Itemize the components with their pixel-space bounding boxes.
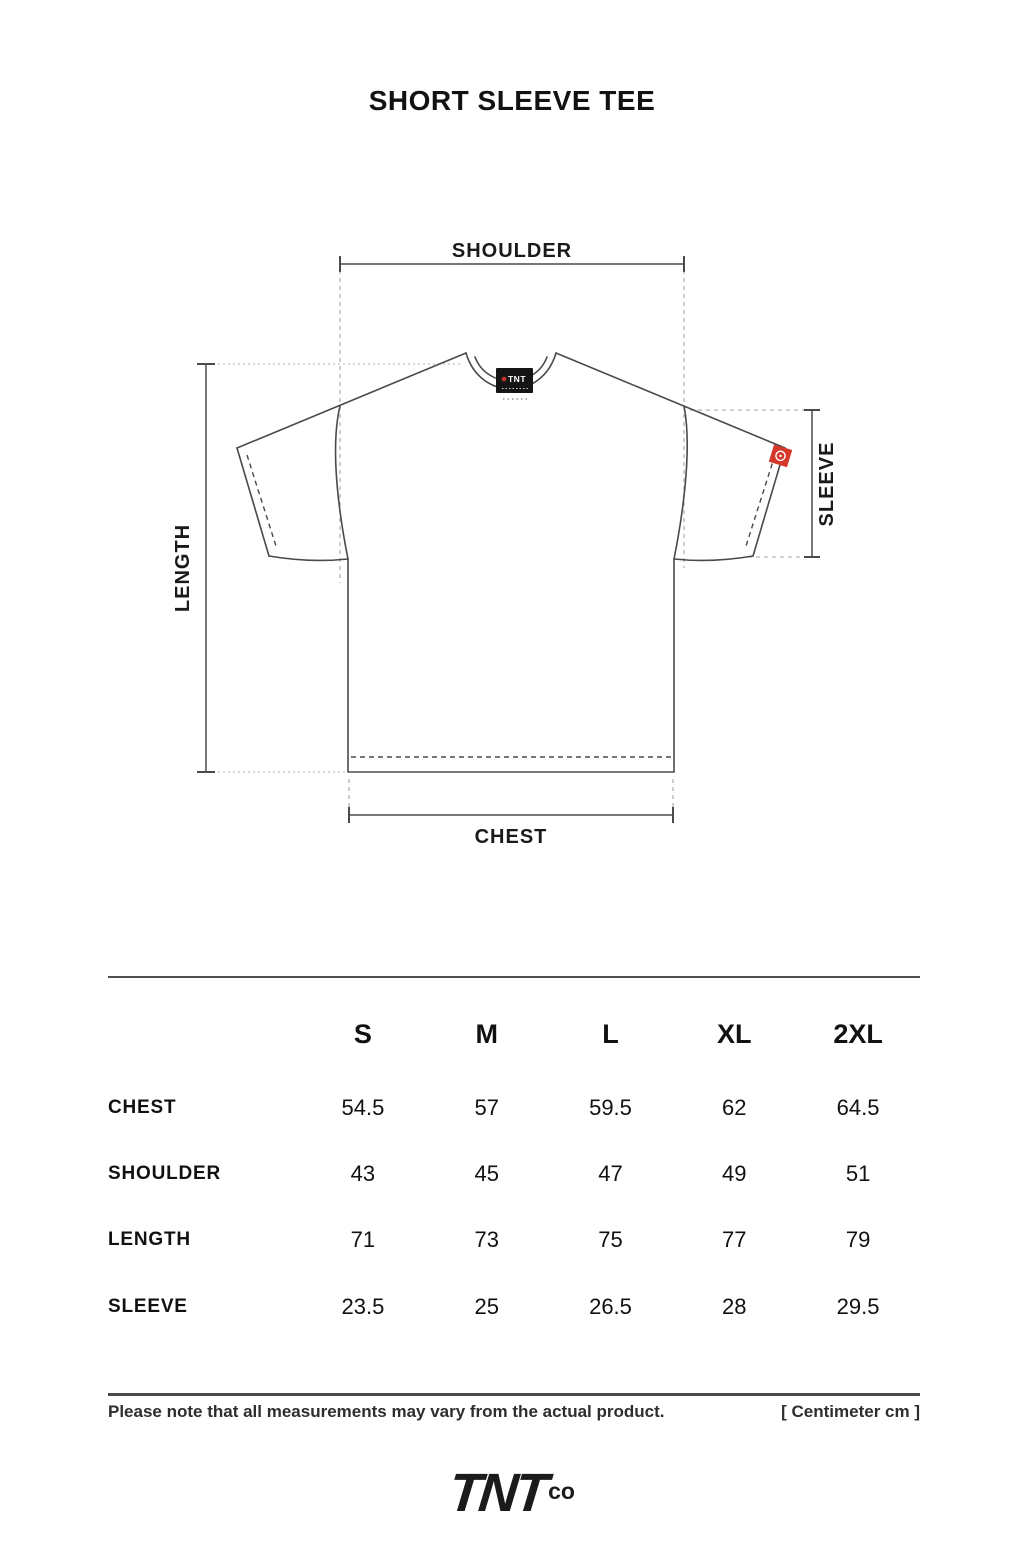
sleeve-brand-tag	[768, 444, 793, 468]
measurement-value: 71	[350, 1227, 376, 1252]
neck-brand-tag: TNT	[496, 368, 533, 400]
size-table: S M L XL 2XL CHEST 54.5 57 59.5 62 64.5 …	[108, 976, 920, 1329]
unit-label: [ Centimeter cm ]	[781, 1402, 920, 1421]
measurement-value: 51	[845, 1161, 871, 1186]
measurement-value: 79	[845, 1227, 871, 1252]
size-header: XL	[717, 1018, 752, 1049]
length-dimension-label: LENGTH	[172, 524, 194, 612]
measurement-value: 28	[722, 1294, 747, 1319]
measurement-value: 49	[722, 1161, 747, 1186]
measurement-value: 47	[598, 1161, 623, 1186]
shoulder-dimension-label: SHOULDER	[452, 240, 572, 262]
table-row-shoulder: SHOULDER 43 45 47 49 51	[108, 1152, 920, 1196]
table-row-chest: CHEST 54.5 57 59.5 62 64.5	[108, 1086, 920, 1130]
page-title: SHORT SLEEVE TEE	[368, 85, 656, 116]
footer-rule	[108, 1393, 920, 1396]
sleeve-dimension-label: SLEEVE	[816, 442, 838, 527]
measurement-value: 43	[350, 1161, 376, 1186]
guide-lines	[208, 270, 818, 809]
row-label: SHOULDER	[108, 1163, 222, 1184]
measurement-value: 26.5	[589, 1294, 632, 1319]
measurement-disclaimer: Please note that all measurements may va…	[108, 1402, 665, 1421]
row-label: SLEEVE	[108, 1296, 188, 1317]
measurement-value: 29.5	[836, 1294, 880, 1319]
measurement-value: 75	[598, 1227, 623, 1252]
tee-outline	[236, 352, 786, 773]
size-header: S	[353, 1018, 372, 1049]
brand-logo: TNT co	[0, 1462, 1024, 1524]
measurement-value: 25	[474, 1294, 499, 1319]
footer-note-row: Please note that all measurements may va…	[108, 1402, 920, 1422]
table-top-rule	[108, 976, 920, 978]
size-header: M	[475, 1018, 498, 1049]
measurement-value: 62	[722, 1095, 747, 1120]
neck-tag-text: TNT	[508, 374, 526, 384]
measurement-value: 23.5	[341, 1294, 385, 1319]
measurement-value: 73	[474, 1227, 499, 1252]
row-label: CHEST	[108, 1097, 177, 1118]
measurement-value: 45	[474, 1161, 499, 1186]
sleeve-dimension: SLEEVE	[804, 409, 838, 558]
shoulder-dimension: SHOULDER	[339, 240, 685, 272]
measurement-value: 57	[474, 1095, 499, 1120]
neck-tag-red-dot	[501, 376, 507, 382]
brand-logo-main: TNT	[445, 1463, 549, 1523]
size-header: 2XL	[833, 1018, 883, 1049]
brand-logo-suffix: co	[548, 1477, 575, 1504]
measurement-value: 77	[722, 1227, 747, 1252]
length-dimension: LENGTH	[172, 363, 215, 773]
chest-dimension: CHEST	[348, 807, 674, 848]
chest-dimension-label: CHEST	[475, 826, 548, 848]
measurement-value: 64.5	[836, 1095, 880, 1120]
table-row-length: LENGTH 71 73 75 77 79	[108, 1218, 920, 1262]
table-row-sleeve: SLEEVE 23.5 25 26.5 28 29.5	[108, 1285, 920, 1329]
measurement-value: 59.5	[589, 1095, 632, 1120]
size-header: L	[602, 1018, 619, 1049]
row-label: LENGTH	[108, 1229, 191, 1250]
size-table-header-row: S M L XL 2XL	[108, 1010, 920, 1058]
measurement-value: 54.5	[341, 1095, 385, 1120]
